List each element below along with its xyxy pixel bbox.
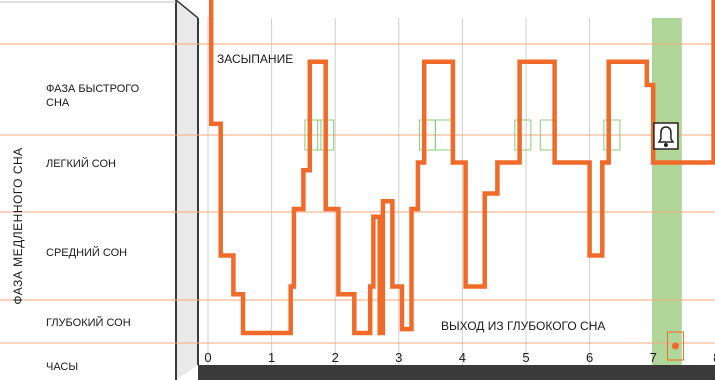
side-label-nrem: ФАЗА МЕДЛЕННОГО СНА [11,147,25,304]
alarm-bell-body [657,126,675,143]
wake-marker [666,331,684,361]
x-tick-4: 4 [459,350,466,365]
annotation-deep-exit: ВЫХОД ИЗ ГЛУБОКОГО СНА [441,319,605,333]
x-tick-1: 1 [268,350,275,365]
light-sleep-marker-4 [514,119,532,151]
x-tick-labels: 0 1 2 3 4 5 6 7 8 [204,350,715,365]
left-axis-panel [176,0,198,380]
hypnogram-line [208,0,715,336]
x-tick-6: 6 [586,350,593,365]
x-tick-3: 3 [395,350,402,365]
x-tick-7: 7 [650,350,657,365]
x-tick-5: 5 [522,350,529,365]
annotation-falling-asleep: ЗАСЫПАНИЕ [217,52,293,66]
row-label-rem-1: ФАЗА БЫСТРОГО [46,83,140,95]
alarm-window [651,18,682,365]
light-sleep-marker-0 [304,119,322,151]
vertical-gridlines [207,18,654,365]
wake-marker-dot [671,342,679,350]
hours-axis-bar [198,365,715,380]
left-axis-slant [175,0,199,19]
row-label-deep: ГЛУБОКИЙ СОН [46,316,131,329]
stage-gridlines [0,43,715,344]
alarm-bell-clapper [663,143,668,147]
wake-marker-box [666,331,684,361]
hypnogram-line-group [208,0,715,336]
x-tick-0: 0 [204,350,211,365]
row-label-light: ЛЕГКИЙ СОН [46,157,116,170]
x-tick-8: 8 [713,350,715,365]
alarm-bell-icon [653,122,679,150]
row-label-medium: СРЕДНИЙ СОН [46,246,127,259]
alarm-window-band [651,18,682,365]
row-label-hours: ЧАСЫ [46,361,78,373]
row-label-rem-2: СНА [46,97,70,109]
light-sleep-marker-6 [603,119,621,151]
x-tick-2: 2 [332,350,339,365]
